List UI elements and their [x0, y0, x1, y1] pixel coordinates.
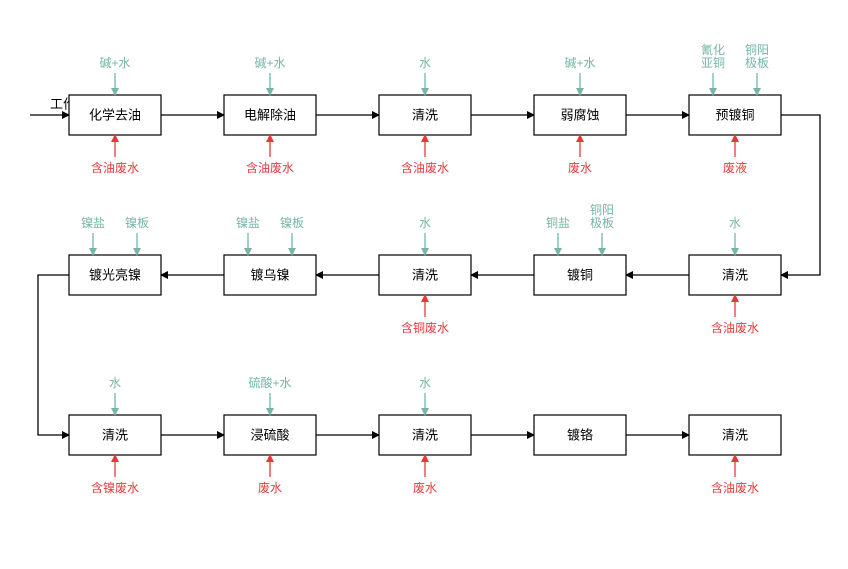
output-label: 含油废水 — [711, 320, 759, 335]
process-flowchart: 工作化学去油碱+水含油废水电解除油碱+水含油废水清洗水含油废水弱腐蚀碱+水废水预… — [0, 0, 848, 569]
input-label: 水 — [419, 216, 431, 230]
input-label: 碱+水 — [254, 56, 285, 70]
output-label: 含油废水 — [711, 480, 759, 495]
input-label: 氰化 — [701, 42, 725, 57]
output-label: 废水 — [413, 480, 437, 495]
output-label: 含镍废水 — [91, 480, 139, 495]
process-box-label: 浸硫酸 — [250, 427, 289, 442]
input-label: 镍板 — [280, 216, 304, 230]
input-label: 碱+水 — [564, 56, 595, 70]
process-box-label: 镀乌镍 — [250, 267, 289, 282]
flow-arrow — [781, 115, 820, 275]
input-label: 铜阳 — [590, 202, 614, 217]
input-label: 镍板 — [125, 216, 149, 230]
process-box-label: 镀铜 — [567, 267, 593, 282]
output-label: 废液 — [723, 160, 747, 175]
process-box-label: 清洗 — [412, 427, 438, 442]
output-label: 含油废水 — [246, 160, 294, 175]
output-label: 含油废水 — [91, 160, 139, 175]
process-box-label: 清洗 — [722, 267, 748, 282]
input-label: 水 — [419, 56, 431, 70]
process-box-label: 清洗 — [412, 107, 438, 122]
process-box-label: 弱腐蚀 — [560, 107, 599, 122]
input-label: 水 — [109, 376, 121, 390]
process-box-label: 清洗 — [102, 427, 128, 442]
input-label: 硫酸+水 — [248, 375, 291, 390]
input-label: 铜阳 — [745, 42, 769, 57]
input-label: 极板 — [590, 216, 614, 230]
input-label: 镍盐 — [81, 216, 105, 230]
input-label: 亚铜 — [701, 55, 725, 70]
output-label: 含铜废水 — [401, 320, 449, 335]
flow-arrow — [38, 275, 69, 435]
process-box-label: 清洗 — [412, 267, 438, 282]
output-label: 含油废水 — [401, 160, 449, 175]
process-box-label: 镀铬 — [567, 427, 593, 442]
process-box-label: 预镀铜 — [715, 107, 754, 122]
input-label: 铜盐 — [546, 215, 570, 230]
process-box-label: 清洗 — [722, 427, 748, 442]
input-label: 水 — [729, 216, 741, 230]
input-label: 水 — [419, 376, 431, 390]
process-box-label: 电解除油 — [244, 107, 296, 122]
output-label: 废水 — [568, 160, 592, 175]
process-box-label: 镀光亮镍 — [89, 267, 141, 282]
input-label: 镍盐 — [236, 216, 260, 230]
process-box-label: 化学去油 — [89, 107, 141, 122]
input-label: 极板 — [745, 56, 769, 70]
input-label: 碱+水 — [99, 56, 130, 70]
output-label: 废水 — [258, 480, 282, 495]
